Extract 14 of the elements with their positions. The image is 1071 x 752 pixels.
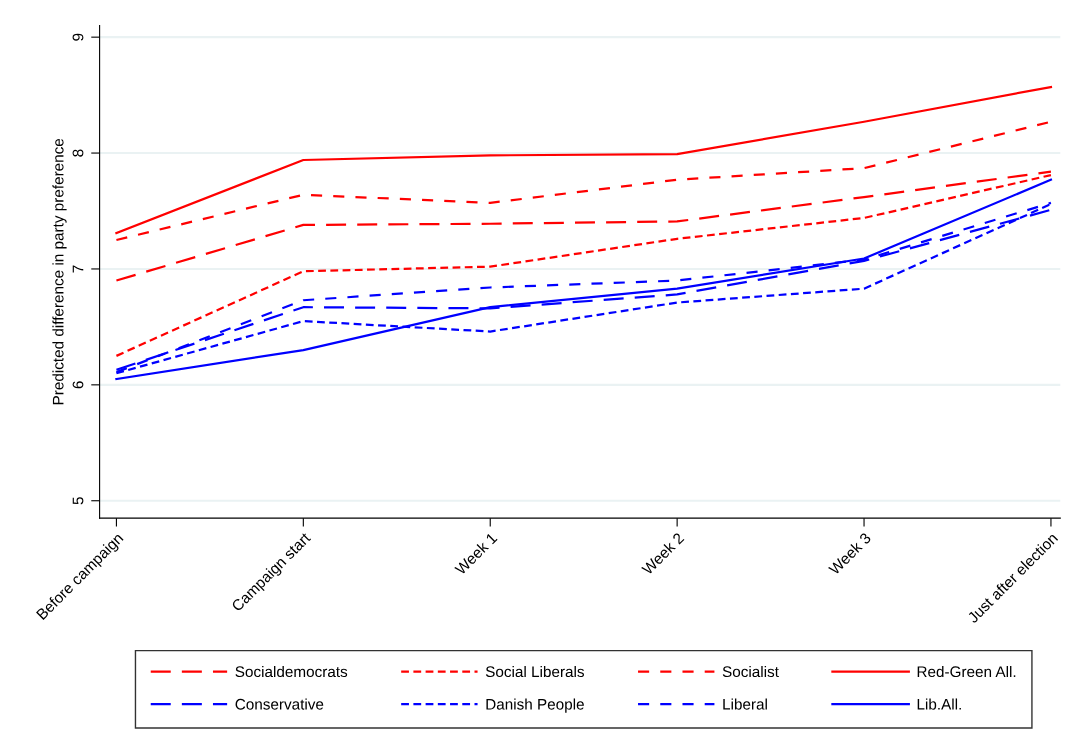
y-tick-label: 5 <box>72 497 84 505</box>
legend-label: Red-Green All. <box>917 665 1016 678</box>
legend-label: Socialist <box>722 665 779 678</box>
legend-label: Social Liberals <box>485 665 584 678</box>
y-tick-label: 6 <box>72 381 84 389</box>
legend-label: Conservative <box>235 698 324 710</box>
legend-label: Socialdemocrats <box>235 665 348 678</box>
legend-label: Lib.All. <box>917 698 961 710</box>
y-tick-label: 7 <box>72 265 84 273</box>
y-tick-label: 9 <box>72 33 84 41</box>
y-axis-title: Predicted difference in party preference <box>52 138 67 405</box>
legend-label: Liberal <box>723 698 767 710</box>
y-tick-label: 8 <box>72 149 84 157</box>
legend-label: Danish People <box>486 698 584 713</box>
